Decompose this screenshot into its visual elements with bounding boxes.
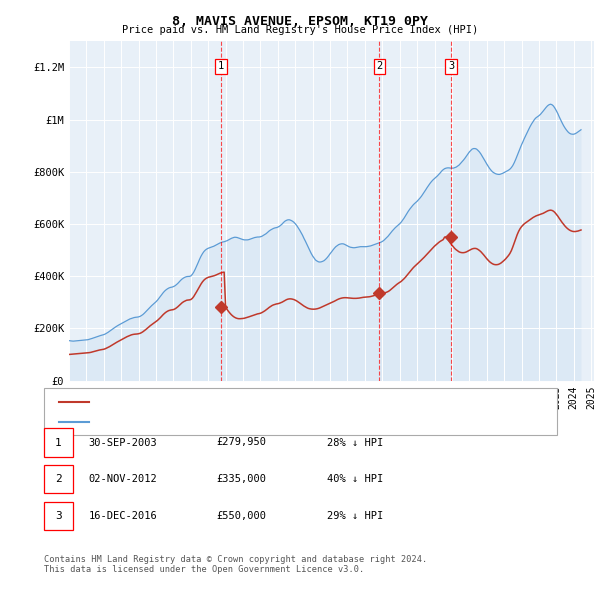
Text: 1: 1 (55, 438, 62, 447)
Text: Price paid vs. HM Land Registry's House Price Index (HPI): Price paid vs. HM Land Registry's House … (122, 25, 478, 35)
Text: 29% ↓ HPI: 29% ↓ HPI (327, 511, 383, 520)
Text: 8, MAVIS AVENUE, EPSOM, KT19 0PY (detached house): 8, MAVIS AVENUE, EPSOM, KT19 0PY (detach… (95, 398, 383, 407)
Text: 40% ↓ HPI: 40% ↓ HPI (327, 474, 383, 484)
Text: £279,950: £279,950 (216, 438, 266, 447)
Text: Contains HM Land Registry data © Crown copyright and database right 2024.
This d: Contains HM Land Registry data © Crown c… (44, 555, 427, 574)
Text: 2: 2 (376, 61, 383, 71)
Text: £550,000: £550,000 (216, 511, 266, 520)
Text: 16-DEC-2016: 16-DEC-2016 (89, 511, 158, 520)
Text: 8, MAVIS AVENUE, EPSOM, KT19 0PY: 8, MAVIS AVENUE, EPSOM, KT19 0PY (172, 15, 428, 28)
Text: 02-NOV-2012: 02-NOV-2012 (89, 474, 158, 484)
Text: 30-SEP-2003: 30-SEP-2003 (89, 438, 158, 447)
Text: 3: 3 (448, 61, 454, 71)
Text: £335,000: £335,000 (216, 474, 266, 484)
Text: 28% ↓ HPI: 28% ↓ HPI (327, 438, 383, 447)
Text: 1: 1 (218, 61, 224, 71)
Text: HPI: Average price, detached house, Epsom and Ewell: HPI: Average price, detached house, Epso… (95, 417, 394, 427)
Text: 3: 3 (55, 511, 62, 520)
Text: 2: 2 (55, 474, 62, 484)
